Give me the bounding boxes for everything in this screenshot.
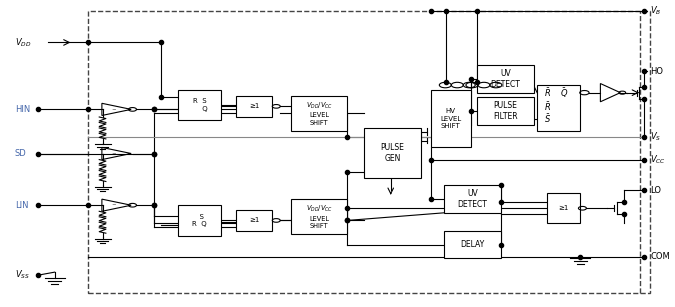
Text: $V_{DD}/V_{CC}$
LEVEL
SHIFT: $V_{DD}/V_{CC}$ LEVEL SHIFT bbox=[306, 101, 333, 126]
FancyBboxPatch shape bbox=[364, 128, 421, 178]
Text: S
R  Q: S R Q bbox=[192, 214, 207, 227]
Text: $V_{DD}/V_{CC}$
LEVEL
SHIFT: $V_{DD}/V_{CC}$ LEVEL SHIFT bbox=[306, 204, 333, 229]
Text: LO: LO bbox=[650, 185, 662, 195]
FancyBboxPatch shape bbox=[537, 85, 580, 131]
Text: PULSE
FILTER: PULSE FILTER bbox=[493, 101, 518, 121]
FancyBboxPatch shape bbox=[178, 205, 221, 236]
Text: R  S
     Q: R S Q bbox=[191, 98, 208, 111]
Text: UV
DETECT: UV DETECT bbox=[491, 69, 520, 89]
Text: $V_{SS}$: $V_{SS}$ bbox=[15, 269, 30, 282]
Text: PULSE
GEN: PULSE GEN bbox=[381, 143, 404, 163]
FancyBboxPatch shape bbox=[88, 10, 650, 293]
FancyBboxPatch shape bbox=[444, 185, 501, 213]
Text: ~: ~ bbox=[111, 107, 116, 112]
FancyBboxPatch shape bbox=[291, 199, 348, 234]
Text: HV
LEVEL
SHIFT: HV LEVEL SHIFT bbox=[440, 108, 461, 129]
Text: HIN: HIN bbox=[15, 105, 30, 114]
Text: ≥1: ≥1 bbox=[249, 103, 259, 109]
Text: $V_{DD}$: $V_{DD}$ bbox=[15, 36, 31, 49]
FancyBboxPatch shape bbox=[477, 65, 534, 93]
FancyBboxPatch shape bbox=[236, 210, 272, 231]
FancyBboxPatch shape bbox=[291, 96, 348, 131]
FancyBboxPatch shape bbox=[444, 231, 501, 258]
Text: $\bar{Q}$: $\bar{Q}$ bbox=[560, 86, 569, 99]
Text: DELAY: DELAY bbox=[460, 240, 485, 249]
FancyBboxPatch shape bbox=[178, 90, 221, 120]
Text: $V_B$: $V_B$ bbox=[650, 4, 662, 17]
Text: ≥1: ≥1 bbox=[249, 217, 259, 223]
FancyBboxPatch shape bbox=[477, 97, 534, 125]
Text: $\bar{R}$: $\bar{R}$ bbox=[544, 86, 551, 99]
Text: COM: COM bbox=[650, 252, 670, 262]
Text: UV
DETECT: UV DETECT bbox=[458, 189, 487, 209]
FancyBboxPatch shape bbox=[236, 96, 272, 117]
Text: SD: SD bbox=[15, 149, 26, 158]
Text: $V_{CC}$: $V_{CC}$ bbox=[650, 153, 666, 166]
Text: $\bar{S}$: $\bar{S}$ bbox=[544, 112, 551, 125]
FancyBboxPatch shape bbox=[431, 90, 470, 147]
Text: ≥1: ≥1 bbox=[559, 205, 569, 211]
Text: HO: HO bbox=[650, 67, 664, 76]
Text: $V_S$: $V_S$ bbox=[650, 130, 662, 143]
Text: LIN: LIN bbox=[15, 201, 28, 210]
Text: ~: ~ bbox=[111, 151, 116, 156]
FancyBboxPatch shape bbox=[547, 193, 580, 223]
Text: $\bar{R}$: $\bar{R}$ bbox=[544, 100, 551, 113]
Text: ~: ~ bbox=[111, 203, 116, 208]
